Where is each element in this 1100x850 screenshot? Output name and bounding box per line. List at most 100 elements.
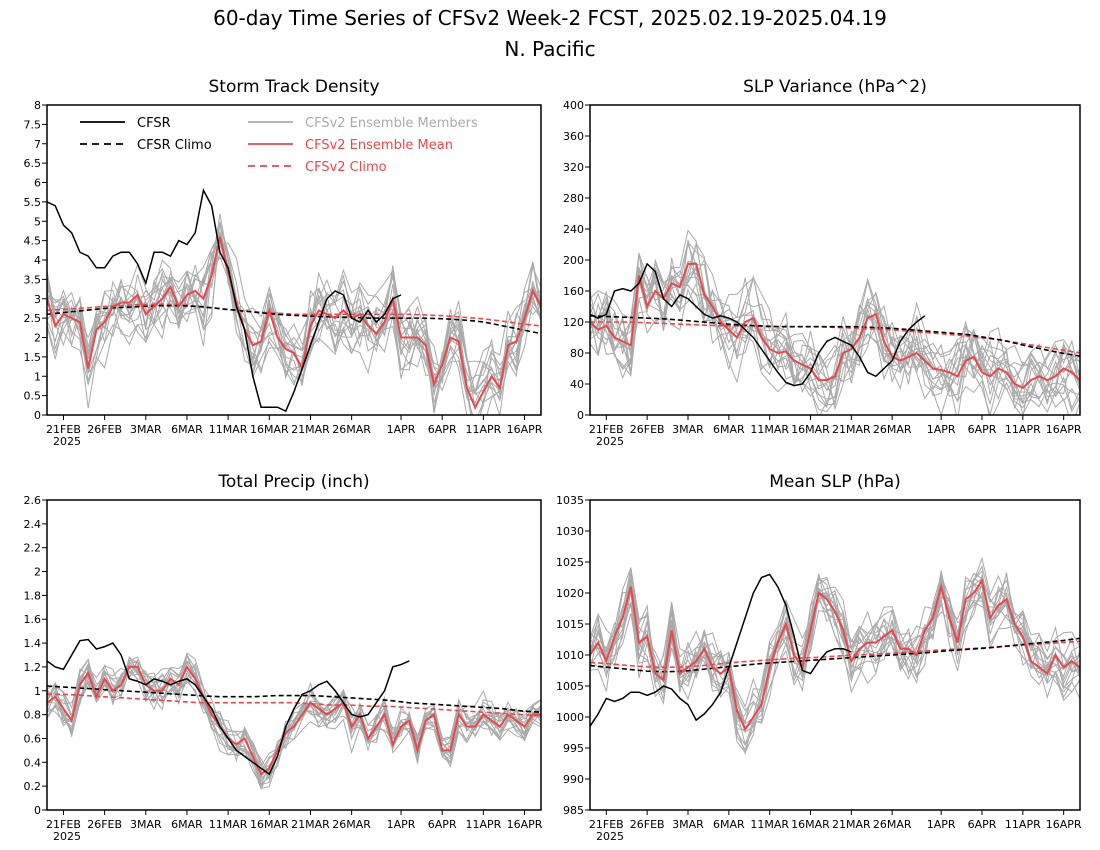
ensemble-member-line [590, 229, 1080, 415]
y-tick-label: 200 [563, 254, 584, 267]
x-tick-label: 1APR [927, 818, 956, 831]
legend-label: CFSv2 Ensemble Members [305, 116, 478, 131]
y-tick-label: 1.5 [24, 351, 42, 364]
y-tick-label: 2.6 [24, 494, 42, 507]
x-tick-label: 16MAR [250, 423, 289, 436]
y-tick-label: 2 [34, 566, 41, 579]
plot-area [590, 556, 1080, 756]
y-tick-label: 1020 [556, 587, 584, 600]
y-tick-label: 280 [563, 192, 584, 205]
panel-title: SLP Variance (hPa^2) [743, 77, 927, 97]
x-tick-label: 6APR [428, 423, 457, 436]
ensemble-member-line [47, 231, 541, 396]
y-tick-label: 1 [34, 685, 41, 698]
ensemble-member-line [590, 570, 1080, 725]
x-tick-label: 16APR [507, 818, 543, 831]
y-tick-label: 0.2 [24, 780, 42, 793]
legend-label: CFSR Climo [137, 138, 212, 153]
x-tick-label: 1APR [387, 818, 416, 831]
y-tick-label: 3.5 [24, 273, 42, 286]
ensemble-member-line [47, 652, 541, 789]
plot-frame [46, 499, 542, 811]
y-tick-label: 5 [34, 215, 41, 228]
y-tick-label: 4.5 [24, 235, 42, 248]
figure-title: 60-day Time Series of CFSv2 Week-2 FCST,… [213, 6, 887, 30]
y-tick-label: 0 [34, 804, 41, 817]
ensemble-member-line [590, 575, 1080, 709]
x-year-label: 2025 [53, 435, 81, 448]
cfsr-line [590, 573, 852, 727]
x-tick-label: 3MAR [672, 423, 704, 436]
y-tick-label: 40 [570, 378, 584, 391]
y-tick-label: 0.8 [24, 709, 42, 722]
plot-area [590, 229, 1080, 415]
ensemble-member-line [47, 232, 541, 396]
x-tick-label: 6APR [968, 423, 997, 436]
cfsr-climo-line [590, 315, 1080, 357]
x-tick-label: 26FEB [87, 423, 122, 436]
ensemble-mean-line [590, 262, 1080, 390]
cfsv2-climo-line [47, 693, 541, 717]
y-tick-label: 985 [563, 804, 584, 817]
ensemble-member-line [47, 255, 541, 396]
x-tick-label: 6MAR [171, 423, 203, 436]
x-tick-label: 21MAR [832, 818, 871, 831]
y-tick-label: 2 [34, 332, 41, 345]
ensemble-mean-line [590, 578, 1080, 732]
ensemble-member-line [590, 243, 1080, 403]
x-tick-label: 6APR [968, 818, 997, 831]
panels-group: Storm Track Density 0 0.5 1 1.5 2 2.5 3 3.5 4 4.5 5… [24, 77, 1082, 843]
y-tick-label: 0.4 [24, 756, 42, 769]
x-tick-label: 26MAR [332, 818, 371, 831]
x-tick-label: 11MAR [209, 818, 248, 831]
panel-4: Mean SLP (hPa) 985 990 995 1000 1005 1010 1015 1… [556, 472, 1082, 843]
legend-label: CFSv2 Climo [305, 160, 387, 175]
x-year-label: 2025 [596, 830, 624, 843]
y-tick-label: 6.5 [24, 157, 42, 170]
y-tick-label: 120 [563, 316, 584, 329]
x-tick-label: 16APR [507, 423, 543, 436]
panel-1: Storm Track Density 0 0.5 1 1.5 2 2.5 3 3.5 4 4.5 5… [24, 77, 543, 448]
y-tick-label: 0 [577, 409, 584, 422]
cfsr-climo-line [590, 637, 1080, 673]
ensemble-member-line [590, 577, 1080, 724]
x-tick-label: 16MAR [250, 818, 289, 831]
figure-subtitle: N. Pacific [504, 37, 595, 61]
x-tick-label: 16MAR [791, 818, 830, 831]
x-tick-label: 6MAR [171, 818, 203, 831]
ensemble-mean-line [47, 236, 541, 410]
y-tick-label: 3 [34, 293, 41, 306]
x-tick-label: 16APR [1046, 423, 1082, 436]
x-tick-label: 11MAR [750, 818, 789, 831]
x-tick-label: 26FEB [87, 818, 122, 831]
x-tick-label: 21FEB [46, 423, 81, 436]
x-tick-label: 26MAR [332, 423, 371, 436]
x-tick-label: 1APR [927, 423, 956, 436]
ensemble-member-line [590, 574, 1080, 733]
ensemble-mean-line [47, 664, 541, 776]
x-tick-label: 26FEB [630, 818, 665, 831]
y-tick-label: 160 [563, 285, 584, 298]
plot-frame [46, 104, 542, 416]
x-tick-label: 11APR [1005, 423, 1041, 436]
x-tick-label: 11APR [465, 423, 501, 436]
panel-2: SLP Variance (hPa^2) 0 40 80 120 160 200 240 280… [563, 77, 1082, 448]
x-tick-label: 21MAR [832, 423, 871, 436]
y-tick-label: 320 [563, 161, 584, 174]
x-tick-label: 21MAR [291, 423, 330, 436]
x-tick-label: 21FEB [589, 423, 624, 436]
x-tick-label: 11MAR [209, 423, 248, 436]
plot-frame [589, 104, 1081, 416]
plot-area [47, 188, 541, 415]
y-tick-label: 1010 [556, 649, 584, 662]
x-year-label: 2025 [53, 830, 81, 843]
ensemble-member-line [47, 238, 541, 415]
cfsr-climo-line [47, 685, 541, 714]
y-tick-label: 1.6 [24, 613, 42, 626]
y-tick-label: 7 [34, 138, 41, 151]
x-tick-label: 21FEB [46, 818, 81, 831]
x-tick-label: 21FEB [589, 818, 624, 831]
ensemble-member-line [47, 251, 541, 392]
x-tick-label: 26FEB [630, 423, 665, 436]
